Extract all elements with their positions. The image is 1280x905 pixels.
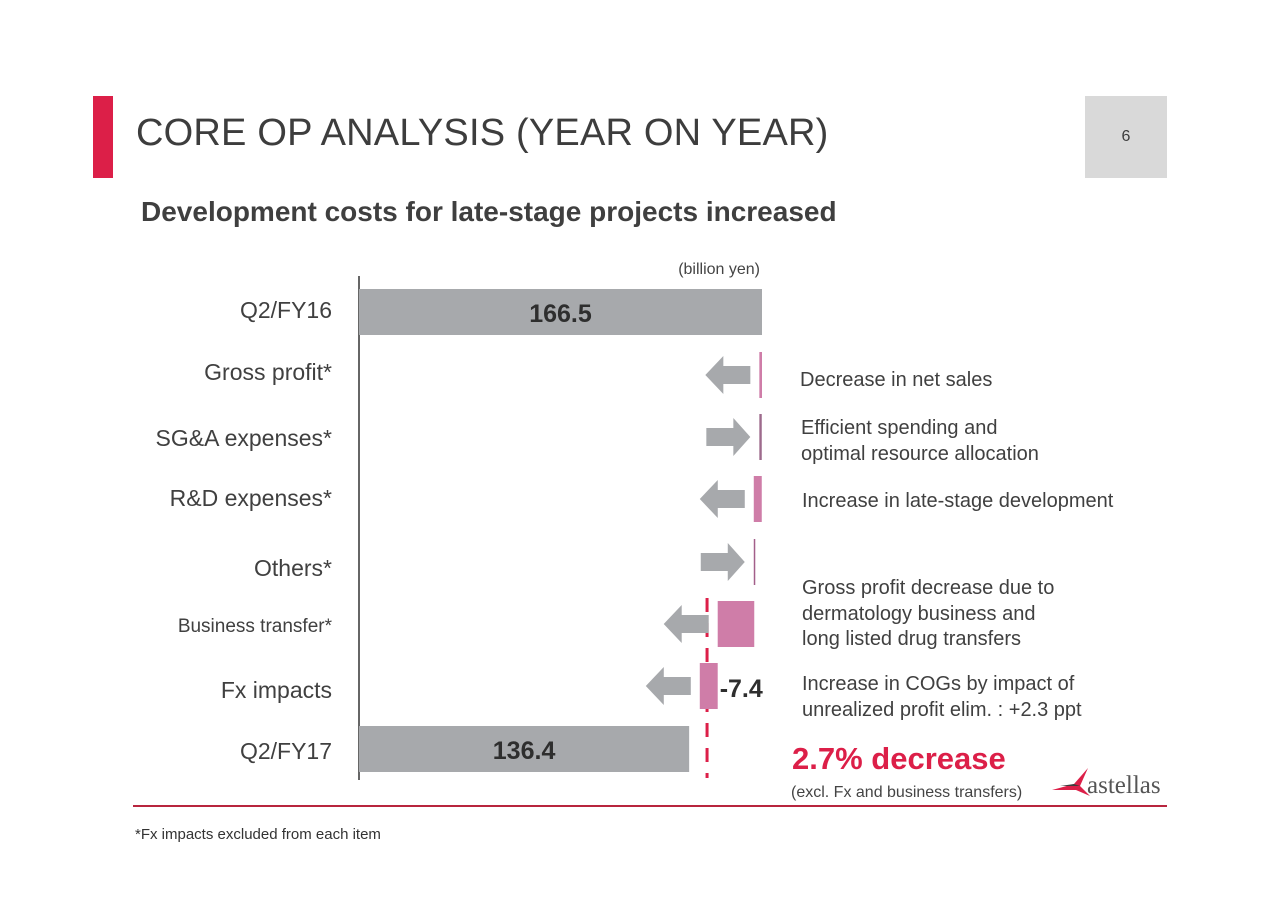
bar-4 — [753, 539, 756, 585]
bar-2 — [759, 414, 762, 460]
arrow-right-icon — [700, 543, 745, 581]
summary-value: 2.7% decrease — [792, 741, 1006, 776]
footnote: *Fx impacts excluded from each item — [135, 826, 381, 843]
page-number-box — [1085, 96, 1167, 178]
bar-0 — [359, 289, 762, 335]
data-label-6: -7.4 — [720, 675, 763, 703]
bar-7 — [359, 726, 690, 772]
arrow-left-icon — [705, 356, 751, 394]
bottom-rule — [133, 805, 1167, 807]
row-label-business-transfer: Business transfer* — [177, 616, 332, 637]
note-fx-impacts: Increase in COGs by impact of unrealized… — [802, 672, 1082, 723]
note-line: dermatology business and — [802, 602, 1036, 625]
row-label-q2-fy17: Q2/FY17 — [239, 738, 332, 764]
note-line: Gross profit decrease due to — [802, 577, 1055, 599]
bar-6 — [699, 663, 718, 709]
row-label-others: Others* — [254, 555, 332, 581]
title-accent-bar — [93, 96, 113, 178]
data-label-0: 166.5 — [529, 300, 592, 328]
astellas-logo — [1052, 768, 1090, 796]
note-line: Increase in COGs by impact of — [802, 673, 1075, 695]
note-line: long listed drug transfers — [802, 628, 1022, 650]
logo-star-icon — [1052, 768, 1090, 796]
row-label-q2-fy16: Q2/FY16 — [239, 297, 332, 323]
bar-1 — [759, 352, 762, 398]
arrow-left-icon — [645, 667, 691, 705]
data-label-7: 136.4 — [493, 737, 556, 765]
page-number: 6 — [1121, 128, 1131, 145]
unit-label: (billion yen) — [678, 261, 760, 278]
note-line: Efficient spending and — [801, 417, 998, 439]
arrow-right-icon — [706, 418, 751, 456]
note-sga-expenses: Efficient spending and optimal resource … — [801, 416, 1039, 467]
row-label-rnd-expenses: R&D expenses* — [169, 485, 332, 511]
note-gross-profit: Decrease in net sales — [800, 368, 992, 394]
bar-5 — [717, 601, 755, 647]
note-line: Increase in late-stage development — [802, 490, 1114, 512]
note-line: unrealized profit elim. : +2.3 ppt — [802, 698, 1082, 721]
slide-subtitle: Development costs for late-stage project… — [141, 196, 837, 227]
bar-3 — [753, 476, 762, 522]
row-label-gross-profit: Gross profit* — [204, 359, 332, 385]
note-line: optimal resource allocation — [801, 442, 1039, 465]
note-line: Decrease in net sales — [800, 369, 993, 391]
note-rnd-expenses: Increase in late-stage development — [802, 489, 1113, 515]
row-label-fx-impacts: Fx impacts — [220, 677, 332, 703]
note-business-transfer: Gross profit decrease due to dermatology… — [802, 576, 1054, 653]
logo-text: astellas — [1087, 772, 1161, 799]
row-label-sga-expenses: SG&A expenses* — [155, 425, 332, 451]
page-title: CORE OP ANALYSIS (YEAR ON YEAR) — [136, 112, 829, 154]
arrow-left-icon — [663, 605, 709, 643]
summary-note: (excl. Fx and business transfers) — [791, 784, 1023, 801]
arrow-left-icon — [699, 480, 745, 518]
